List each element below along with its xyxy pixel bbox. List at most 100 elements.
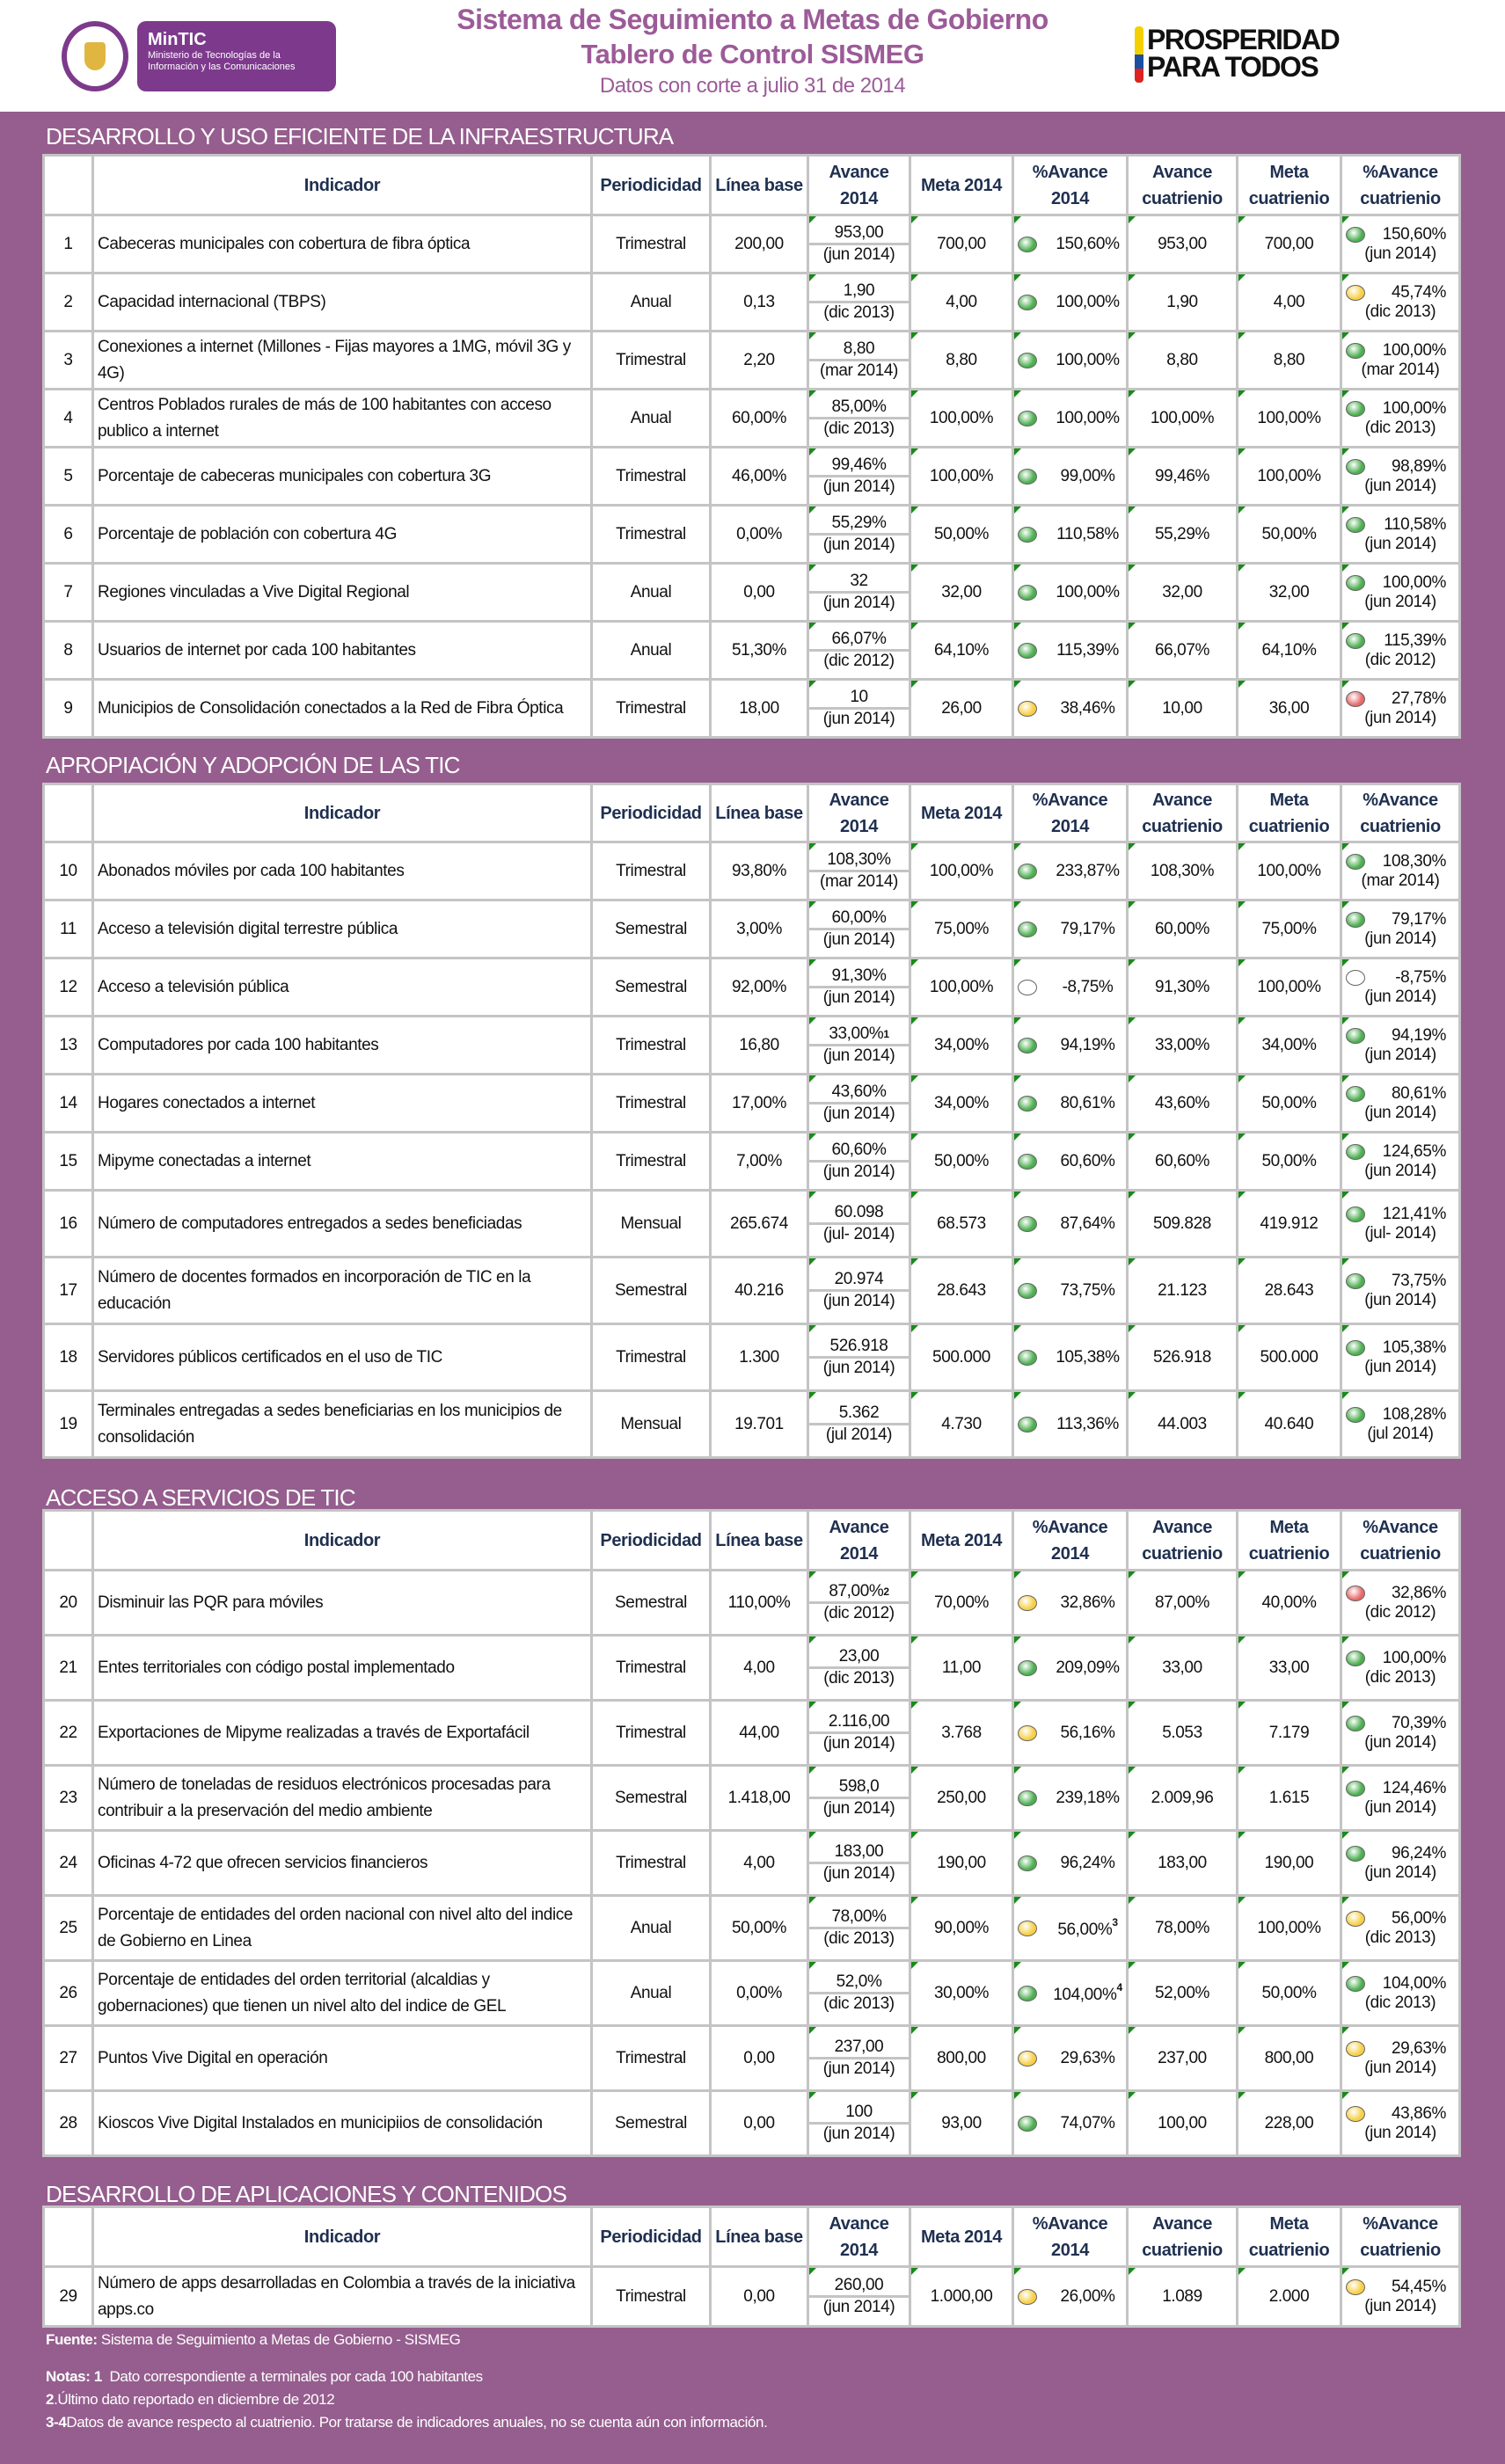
status-green-icon: [1346, 1272, 1365, 1289]
avance-2014-value-wrap: 23,00: [809, 1647, 909, 1669]
avance-cuatrienio: 32,00: [1126, 562, 1238, 623]
pct-avance-2014: 32,86%: [1012, 1569, 1129, 1637]
note-3-label: 3-4: [46, 2414, 67, 2431]
pct-avance-cuatrienio: 100,00% (dic 2013): [1340, 388, 1461, 448]
avance-2014: 85,00% (dic 2013): [807, 388, 911, 448]
table-row: 28 Kioscos Vive Digital Instalados en mun…: [42, 2089, 1461, 2157]
pct-avance-cuatrienio-value: 108,30%: [1382, 851, 1447, 871]
avance-2014-value-wrap: 8,80: [809, 339, 909, 361]
header-meta-2014: Meta 2014: [909, 1509, 1014, 1571]
table-header-row: Indicador Periodicidad Línea base Avance 20…: [42, 154, 1461, 216]
status-red-icon: [1346, 690, 1365, 707]
pct-avance-cuatrienio-date: (dic 2013): [1364, 1993, 1436, 2012]
avance-2014-value: 99,46%: [831, 456, 887, 474]
status-empty-icon: [1346, 969, 1365, 986]
avance-2014: 2.116,00 (jun 2014): [807, 1699, 911, 1767]
pct-avance-2014-value: 38,46%: [1049, 699, 1126, 718]
status-green-icon: [1346, 226, 1365, 243]
pct-avance-cuatrienio-date: (jun 2014): [1364, 244, 1436, 263]
pct-avance-cuatrienio-date: (jun 2014): [1364, 708, 1436, 727]
pct-avance-cuatrienio: 70,39% (jun 2014): [1340, 1699, 1461, 1767]
avance-cuatrienio: 43,60%: [1126, 1073, 1238, 1134]
avance-2014-value: 10: [850, 688, 868, 706]
pct-avance-2014: 80,61%: [1012, 1073, 1129, 1134]
pct-avance-cuatrienio-value: 100,00%: [1382, 1648, 1447, 1667]
pct-avance-cuatrienio: 104,00% (dic 2013): [1340, 1959, 1461, 2027]
pct-avance-2014: 105,38%: [1012, 1323, 1129, 1392]
header-number: [42, 783, 94, 843]
avance-2014-value-wrap: 55,29%: [809, 514, 909, 536]
meta-cuatrienio: 2.000: [1236, 2265, 1342, 2328]
table-row: 3 Conexiones a internet (Millones - Fijas…: [42, 330, 1461, 390]
pct-value: -8,75%: [1062, 977, 1114, 996]
row-number: 20: [42, 1569, 94, 1637]
avance-2014-date: (jun 2014): [822, 930, 895, 949]
baseline: 16,80: [709, 1015, 809, 1075]
pct-avance-cuatrienio-date: (jul- 2014): [1364, 1223, 1436, 1243]
meta-2014: 30,00%: [909, 1959, 1014, 2027]
baseline: 110,00%: [709, 1569, 809, 1637]
indicator-table: Indicador Periodicidad Línea base Avance 20…: [42, 1509, 1461, 2157]
avance-cuatrienio: 33,00%: [1126, 1015, 1238, 1075]
avance-2014: 1,90 (dic 2013): [807, 272, 911, 332]
row-number: 24: [42, 1829, 94, 1897]
header-periodicidad: Periodicidad: [590, 154, 712, 216]
header-linea-base: Línea base: [709, 2205, 809, 2268]
baseline: 0,00%: [709, 504, 809, 565]
status-green-icon: [1346, 1339, 1365, 1356]
table-row: 1 Cabeceras municipales con cobertura de …: [42, 214, 1461, 274]
indicator-name: Entes territoriales con código postal im…: [91, 1634, 593, 1702]
avance-cuatrienio: 1,90: [1126, 272, 1238, 332]
baseline: 18,00: [709, 678, 809, 739]
pct-avance-2014: 94,19%: [1012, 1015, 1129, 1075]
status-green-icon: [1346, 342, 1365, 359]
avance-2014-date: (jun 2014): [822, 1359, 895, 1377]
footnote-marker: 4: [1116, 1981, 1122, 1994]
header-pct-avance-2014: %Avance 2014: [1012, 1509, 1129, 1571]
indicator-name: Acceso a televisión pública: [91, 957, 593, 1017]
indicator-name: Puntos Vive Digital en operación: [91, 2024, 593, 2092]
avance-2014-value: 100: [845, 2103, 873, 2121]
pct-avance-cuatrienio-date: (jun 2014): [1364, 1103, 1436, 1122]
avance-2014: 10 (jun 2014): [807, 678, 911, 739]
avance-cuatrienio: 8,80: [1126, 330, 1238, 390]
avance-2014: 598,0 (jun 2014): [807, 1764, 911, 1832]
pct-avance-cuatrienio-date: (mar 2014): [1361, 360, 1440, 379]
indicator-name: Cabeceras municipales con cobertura de f…: [91, 214, 593, 274]
table-row: 7 Regiones vinculadas a Vive Digital Regi…: [42, 562, 1461, 623]
periodicity: Trimestral: [590, 841, 712, 901]
status-green-icon: [1018, 2115, 1037, 2132]
meta-cuatrienio: 50,00%: [1236, 1959, 1342, 2027]
notes-label: Notas: 1: [46, 2368, 102, 2385]
meta-cuatrienio: 700,00: [1236, 214, 1342, 274]
indicator-name: Número de apps desarrolladas en Colombia…: [91, 2265, 593, 2328]
status-green-icon: [1018, 642, 1037, 659]
table-row: 15 Mipyme conectadas a internet Trimestral…: [42, 1131, 1461, 1192]
header-linea-base: Línea base: [709, 154, 809, 216]
status-green-icon: [1018, 352, 1037, 368]
pct-value: 104,00%: [1053, 1986, 1117, 2004]
avance-2014-value-wrap: 108,30%: [809, 850, 909, 872]
status-green-icon: [1018, 921, 1037, 937]
row-number: 22: [42, 1699, 94, 1767]
pct-avance-2014: 99,00%: [1012, 446, 1129, 507]
baseline: 4,00: [709, 1829, 809, 1897]
pct-avance-cuatrienio: 124,46% (jun 2014): [1340, 1764, 1461, 1832]
status-green-icon: [1346, 400, 1365, 417]
table-header-row: Indicador Periodicidad Línea base Avance 20…: [42, 2205, 1461, 2268]
indicator-name: Kioscos Vive Digital Instalados en munic…: [91, 2089, 593, 2157]
pct-avance-cuatrienio-date: (jun 2014): [1364, 929, 1436, 948]
meta-cuatrienio: 100,00%: [1236, 388, 1342, 448]
periodicity: Semestral: [590, 2089, 712, 2157]
periodicity: Trimestral: [590, 2265, 712, 2328]
pct-avance-2014: 110,58%: [1012, 504, 1129, 565]
pct-avance-cuatrienio: 98,89% (jun 2014): [1340, 446, 1461, 507]
header-avance-2014: Avance 2014: [807, 1509, 911, 1571]
pct-avance-cuatrienio: 105,38% (jun 2014): [1340, 1323, 1461, 1392]
pct-value: 32,86%: [1060, 1593, 1115, 1612]
pct-avance-2014: 104,00%4: [1012, 1959, 1129, 2027]
indicator-name: Municipios de Consolidación conectados a…: [91, 678, 593, 739]
avance-2014-date: (jun 2014): [822, 1163, 895, 1181]
avance-2014: 8,80 (mar 2014): [807, 330, 911, 390]
avance-2014: 108,30% (mar 2014): [807, 841, 911, 901]
